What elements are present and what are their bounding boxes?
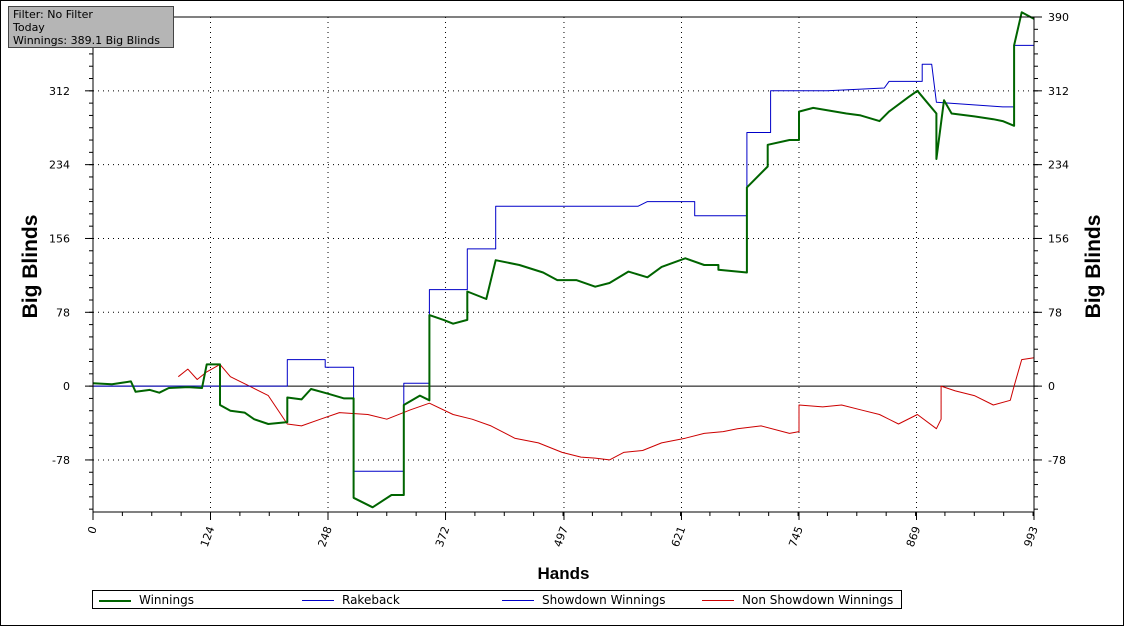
y-tick-label-right: 390 bbox=[1048, 11, 1069, 24]
legend-swatch-showdown bbox=[502, 600, 534, 601]
x-tick-label: 745 bbox=[786, 525, 805, 549]
y-tick-label-right: 234 bbox=[1048, 159, 1069, 172]
legend-label-non-showdown: Non Showdown Winnings bbox=[742, 593, 894, 607]
y-tick-label-left: 312 bbox=[49, 85, 70, 98]
legend-item-showdown: Showdown Winnings bbox=[498, 593, 698, 607]
legend-item-winnings: Winnings bbox=[95, 593, 295, 607]
y-tick-label-right: 0 bbox=[1048, 380, 1055, 393]
y-tick-label-right: 78 bbox=[1048, 306, 1062, 319]
series-line-winnings bbox=[92, 11, 1035, 509]
legend-label-rakeback: Rakeback bbox=[342, 593, 400, 607]
filter-text: Filter: No Filter bbox=[13, 8, 93, 21]
x-axis-title: Hands bbox=[538, 564, 590, 583]
x-tick-label: 993 bbox=[1021, 525, 1040, 549]
x-tick-label: 497 bbox=[551, 525, 570, 549]
y-axis-title-right: Big Blinds bbox=[1082, 215, 1105, 319]
series-line-non-showdown-winnings bbox=[177, 357, 1035, 461]
y-tick-label-left: 156 bbox=[49, 232, 70, 245]
plot-area bbox=[92, 16, 1035, 513]
axis-tick-labels: -78-780078781561562342343123123903900124… bbox=[49, 11, 1069, 549]
y-tick-label-left: 0 bbox=[63, 380, 70, 393]
x-tick-label: 124 bbox=[198, 525, 217, 549]
x-tick-label: 869 bbox=[904, 525, 923, 549]
y-tick-label-left: 234 bbox=[49, 159, 70, 172]
legend-label-winnings: Winnings bbox=[139, 593, 194, 607]
series-line-rakeback bbox=[93, 44, 1034, 472]
info-box: Filter: No Filter Today Winnings: 389.1 … bbox=[8, 6, 174, 48]
legend-item-rakeback: Rakeback bbox=[298, 593, 498, 607]
legend-item-non-showdown: Non Showdown Winnings bbox=[698, 593, 898, 607]
y-tick-label-left: -78 bbox=[52, 454, 70, 467]
axis-ticks bbox=[85, 16, 1042, 520]
y-tick-label-left: 78 bbox=[56, 306, 70, 319]
x-tick-label: 621 bbox=[669, 525, 688, 549]
y-tick-label-right: 312 bbox=[1048, 85, 1069, 98]
x-tick-label: 372 bbox=[433, 525, 452, 549]
period-text: Today bbox=[13, 21, 45, 34]
y-tick-label-right: 156 bbox=[1048, 232, 1069, 245]
legend-label-showdown: Showdown Winnings bbox=[542, 593, 666, 607]
y-tick-label-right: -78 bbox=[1048, 454, 1066, 467]
x-tick-label: 248 bbox=[315, 525, 334, 549]
winnings-text: Winnings: 389.1 Big Blinds bbox=[13, 34, 160, 47]
legend-swatch-winnings bbox=[99, 600, 131, 602]
y-axis-title-left: Big Blinds bbox=[19, 215, 42, 319]
legend-swatch-rakeback bbox=[302, 600, 334, 601]
legend-swatch-non-showdown bbox=[702, 600, 734, 601]
legend: Winnings Rakeback Showdown Winnings Non … bbox=[92, 590, 902, 609]
x-tick-label: 0 bbox=[85, 525, 100, 536]
grid bbox=[93, 17, 1034, 512]
series-lines bbox=[92, 11, 1035, 509]
